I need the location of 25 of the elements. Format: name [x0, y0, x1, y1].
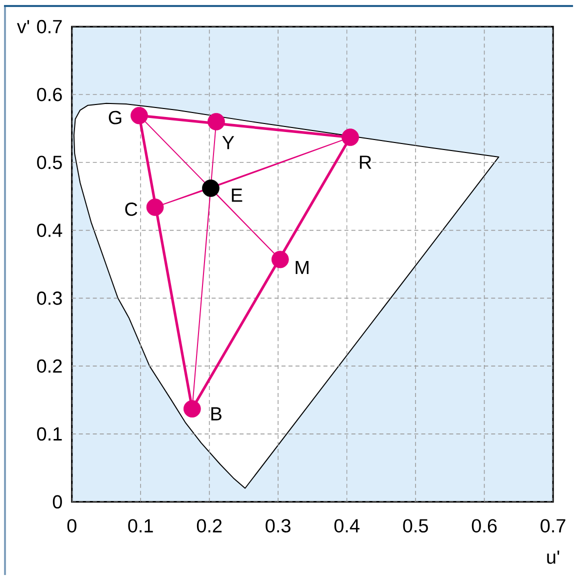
y-axis-title: v': [16, 20, 30, 34]
annotation: M: [296, 260, 308, 274]
annotation: R: [360, 156, 372, 169]
annotation: C: [125, 202, 138, 216]
x-tick-label: 0.2: [196, 519, 222, 532]
x-tick-label: 0.4: [334, 519, 360, 532]
x-tick-label: 0.7: [540, 519, 566, 532]
x-tick-label: 0.1: [128, 519, 153, 532]
y-tick-label: 0.4: [37, 224, 62, 238]
x-tick-label: 0.6: [472, 519, 497, 532]
x-axis-title: u': [547, 550, 560, 564]
y-tick-label: 0.5: [37, 156, 62, 170]
annotation: Y: [222, 136, 234, 150]
x-tick-label: 0: [67, 519, 76, 532]
annotation: G: [108, 110, 122, 124]
y-tick-label: 0: [52, 495, 62, 509]
x-tick-label: 0.5: [403, 519, 428, 532]
y-tick-label: 0.7: [37, 20, 62, 34]
annotation: B: [211, 407, 222, 420]
annotation: E: [232, 188, 242, 202]
x-tick-label: 0.3: [266, 519, 290, 532]
y-tick-label: 0.3: [37, 291, 62, 305]
y-tick-label: 0.1: [37, 427, 62, 441]
y-tick-label: 0.2: [37, 359, 62, 373]
y-tick-label: 0.6: [37, 88, 62, 102]
